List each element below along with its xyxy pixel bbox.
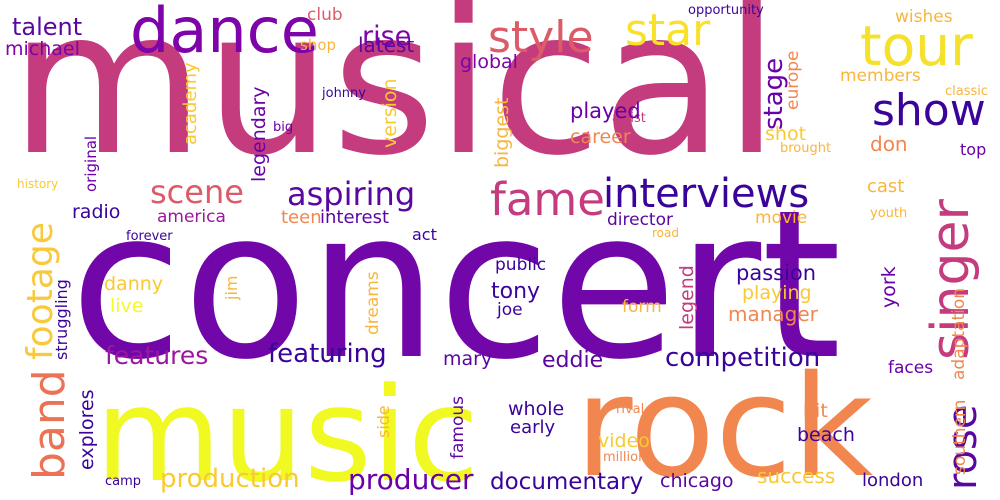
cloud-word-explores: explores [76,389,98,470]
cloud-word-interest: interest [320,207,389,228]
cloud-word-show: show [872,85,986,136]
cloud-word-mary: mary [443,348,492,370]
cloud-word-tour: tour [860,14,973,78]
cloud-word-style: style [488,12,594,63]
cloud-word-america: america [157,207,226,227]
cloud-word-footage: footage [20,222,61,360]
cloud-word-original: original [82,136,100,192]
cloud-word-version: version [379,78,401,148]
cloud-word-rose: rose [940,405,986,491]
cloud-word-forever: forever [126,229,173,244]
cloud-word-success: success [757,464,835,488]
cloud-word-beach: beach [797,424,855,446]
cloud-word-cast: cast [867,176,904,197]
cloud-word-video: video [598,430,650,452]
cloud-word-movie: movie [755,208,807,228]
cloud-word-band: band [24,369,75,480]
cloud-word-latest: latest [358,33,414,57]
cloud-word-members: members [840,66,921,86]
cloud-word-scene: scene [150,173,244,211]
cloud-word-aspiring: aspiring [287,175,415,213]
cloud-word-danny: danny [104,273,163,295]
cloud-word-competition: competition [665,343,820,373]
cloud-word-rock: rock [575,346,873,500]
cloud-word-history: history [17,177,58,191]
cloud-word-concert: concert [70,167,842,405]
cloud-word-live: live [110,295,144,317]
cloud-word-york: york [878,266,900,308]
cloud-word-featuring: featuring [268,339,387,369]
cloud-word-camp: camp [105,474,141,489]
cloud-word-early: early [510,417,556,438]
cloud-word-opportunity: opportunity [688,3,764,18]
cloud-word-chicago: chicago [660,470,734,492]
cloud-word-legend: legend [676,265,698,330]
cloud-word-don: don [870,132,908,156]
cloud-word-tony: tony [491,279,540,304]
cloud-word-playing: playing [742,282,812,304]
cloud-word-legendary: legendary [248,86,270,182]
cloud-word-rival: rival [616,402,644,417]
cloud-word-career: career [570,126,631,148]
cloud-word-dance: dance [130,0,319,67]
cloud-word-manager: manager [728,302,819,326]
cloud-word-club: club [307,5,343,25]
cloud-word-johnny: johnny [321,86,366,101]
cloud-word-famous: famous [448,396,468,459]
cloud-word-rise: rise [362,21,411,52]
cloud-word-music: music [95,359,479,500]
cloud-word-documentary: documentary [490,469,643,495]
cloud-word-shop: shop [300,36,336,54]
cloud-word-eddie: eddie [542,348,603,373]
cloud-word-biggest: biggest [491,98,513,169]
cloud-word-global: global [460,51,518,73]
cloud-word-form: form [622,297,662,317]
cloud-word-director: director [607,210,673,230]
cloud-word-faces: faces [888,358,933,378]
cloud-word-top: top [960,140,986,159]
cloud-word-fame: fame [490,173,605,226]
cloud-word-public: public [495,255,546,275]
cloud-word-side: side [374,405,393,438]
cloud-word-producer: producer [348,463,474,496]
cloud-word-michael: michael [5,38,80,60]
cloud-word-teen: teen [281,207,322,228]
cloud-word-brought: brought [780,141,831,156]
cloud-word-interviews: interviews [603,171,809,217]
cloud-word-artist: artist [612,111,646,126]
cloud-word-features: features [105,341,208,370]
cloud-word-hit: hit [803,400,828,422]
cloud-word-million: million [603,450,646,465]
cloud-word-big: big [273,120,293,135]
cloud-word-youth: youth [870,206,907,221]
cloud-word-joe: joe [496,300,523,320]
cloud-word-dreams: dreams [363,271,383,335]
cloud-word-europe: europe [783,51,803,111]
cloud-word-star: star [625,5,711,56]
cloud-word-adaptation: adaptation [949,288,969,380]
cloud-word-road: road [652,226,679,240]
cloud-word-southern: southern [950,400,970,475]
cloud-word-singer: singer [921,199,981,360]
cloud-word-classic: classic [945,84,988,99]
cloud-word-london: london [862,470,923,491]
cloud-word-jim: jim [222,276,241,301]
cloud-word-passion: passion [736,261,816,285]
cloud-word-wishes: wishes [895,7,953,27]
cloud-word-production: production [160,464,300,494]
cloud-word-shot: shot [765,123,806,145]
cloud-word-whole: whole [508,398,564,420]
cloud-word-talent: talent [12,13,82,41]
cloud-word-played: played [570,99,641,123]
cloud-word-stage: stage [759,58,789,130]
cloud-word-radio: radio [72,201,120,223]
cloud-word-struggling: struggling [52,279,71,360]
cloud-word-musical: musical [10,0,779,200]
cloud-word-academy: academy [180,62,201,145]
cloud-word-act: act [412,225,437,244]
